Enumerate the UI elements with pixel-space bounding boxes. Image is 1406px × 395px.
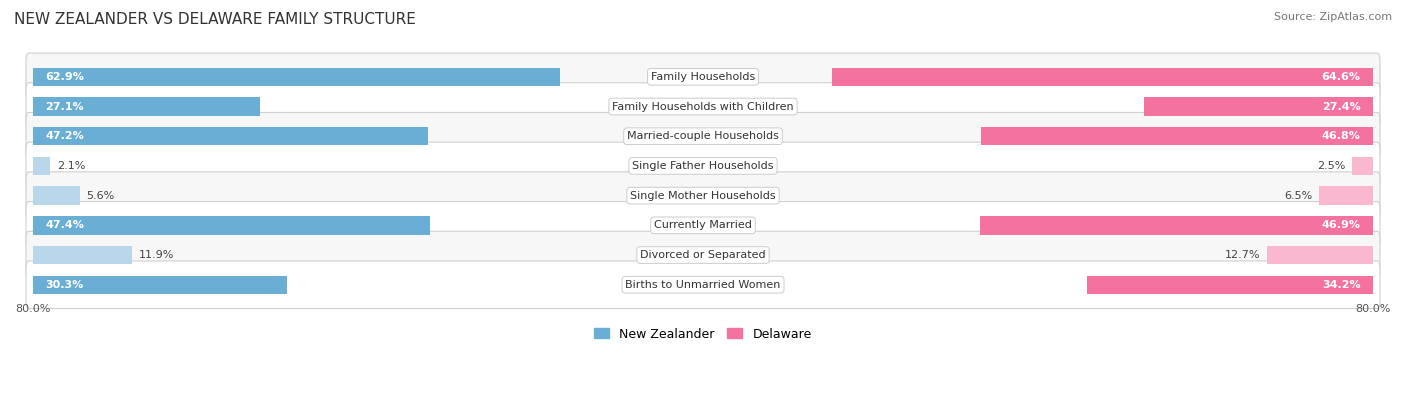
Text: 46.9%: 46.9% xyxy=(1322,220,1361,230)
Text: 5.6%: 5.6% xyxy=(86,191,114,201)
Bar xyxy=(32,216,430,235)
Text: 12.7%: 12.7% xyxy=(1225,250,1260,260)
Text: Source: ZipAtlas.com: Source: ZipAtlas.com xyxy=(1274,12,1392,22)
Bar xyxy=(1087,276,1374,294)
Text: 47.2%: 47.2% xyxy=(45,131,84,141)
Bar xyxy=(32,157,51,175)
Text: 64.6%: 64.6% xyxy=(1322,72,1361,82)
FancyBboxPatch shape xyxy=(25,53,1381,101)
FancyBboxPatch shape xyxy=(25,231,1381,279)
Text: 6.5%: 6.5% xyxy=(1284,191,1312,201)
FancyBboxPatch shape xyxy=(25,113,1381,160)
Bar xyxy=(1267,246,1374,264)
Text: 27.1%: 27.1% xyxy=(45,102,84,111)
Text: Single Mother Households: Single Mother Households xyxy=(630,191,776,201)
Text: Divorced or Separated: Divorced or Separated xyxy=(640,250,766,260)
Text: Births to Unmarried Women: Births to Unmarried Women xyxy=(626,280,780,290)
Legend: New Zealander, Delaware: New Zealander, Delaware xyxy=(589,323,817,346)
Text: 11.9%: 11.9% xyxy=(139,250,174,260)
Text: Family Households with Children: Family Households with Children xyxy=(612,102,794,111)
Text: 2.1%: 2.1% xyxy=(58,161,86,171)
Text: Currently Married: Currently Married xyxy=(654,220,752,230)
FancyBboxPatch shape xyxy=(25,142,1381,190)
Text: Family Households: Family Households xyxy=(651,72,755,82)
Text: 46.8%: 46.8% xyxy=(1322,131,1361,141)
Bar xyxy=(832,68,1374,86)
FancyBboxPatch shape xyxy=(25,201,1381,249)
Text: 34.2%: 34.2% xyxy=(1322,280,1361,290)
Bar xyxy=(1319,186,1374,205)
Text: Single Father Households: Single Father Households xyxy=(633,161,773,171)
Bar xyxy=(32,246,132,264)
FancyBboxPatch shape xyxy=(25,172,1381,219)
FancyBboxPatch shape xyxy=(25,83,1381,130)
Bar xyxy=(980,216,1374,235)
Text: Married-couple Households: Married-couple Households xyxy=(627,131,779,141)
Text: NEW ZEALANDER VS DELAWARE FAMILY STRUCTURE: NEW ZEALANDER VS DELAWARE FAMILY STRUCTU… xyxy=(14,12,416,27)
Bar xyxy=(1353,157,1374,175)
Text: 47.4%: 47.4% xyxy=(45,220,84,230)
Text: 27.4%: 27.4% xyxy=(1322,102,1361,111)
Bar xyxy=(32,68,560,86)
Bar xyxy=(32,276,287,294)
Bar xyxy=(1143,97,1374,116)
Text: 30.3%: 30.3% xyxy=(45,280,83,290)
Text: 62.9%: 62.9% xyxy=(45,72,84,82)
Bar xyxy=(32,97,260,116)
Bar xyxy=(32,186,80,205)
FancyBboxPatch shape xyxy=(25,261,1381,308)
Text: 2.5%: 2.5% xyxy=(1317,161,1346,171)
Bar xyxy=(32,127,429,145)
Bar xyxy=(981,127,1374,145)
